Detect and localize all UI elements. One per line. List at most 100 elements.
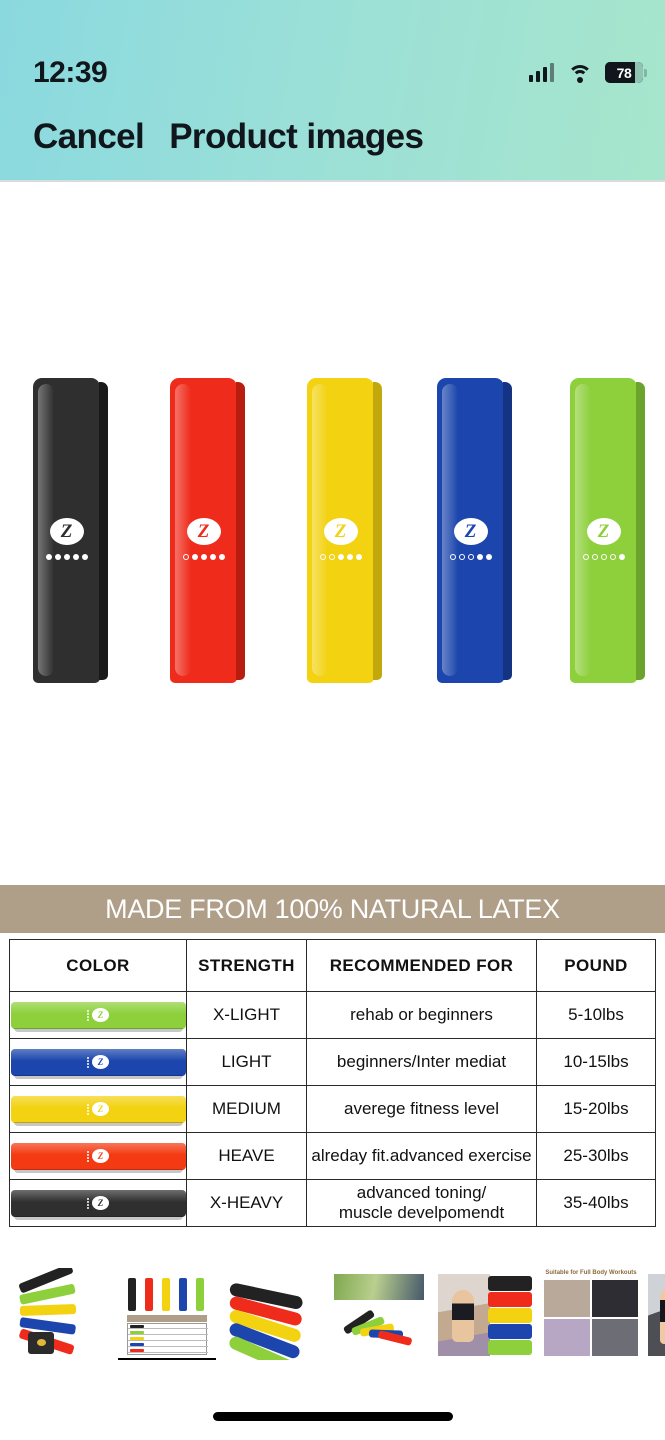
- status-bar: 12:39 78: [0, 28, 665, 89]
- strength-rating-dots: [319, 554, 362, 560]
- mini-table-row: [128, 1324, 208, 1329]
- rating-dot: [87, 1062, 89, 1065]
- mini-latex-banner: [127, 1315, 207, 1322]
- swatch-rating-dots: [87, 1197, 89, 1209]
- battery-level-label: 78: [616, 64, 632, 81]
- table-row: Z HEAVE alreday fit.advanced exercise 25-30…: [9, 1132, 656, 1180]
- rating-dot-filled: [54, 554, 61, 560]
- thumbnail-workout-bands[interactable]: [436, 1268, 534, 1360]
- thumbnail-band-stack[interactable]: [224, 1268, 322, 1360]
- cell-recommended: beginners/Inter mediat: [306, 1038, 537, 1086]
- swatch-shadow: [13, 1027, 183, 1032]
- thumbnail-image: Suitable for Full Body Workouts: [542, 1268, 640, 1360]
- band-graphic: [128, 1278, 136, 1311]
- band-highlight: [175, 384, 191, 676]
- mini-table-row: [128, 1342, 208, 1347]
- collage-cell: [544, 1280, 590, 1317]
- mini-table-row: [128, 1330, 208, 1335]
- rating-dot: [87, 1106, 89, 1109]
- cell-recommended: advanced toning/muscle develpomendt: [306, 1179, 537, 1227]
- table-row: Z X-LIGHT rehab or beginners 5-10lbs: [9, 991, 656, 1039]
- mini-swatch: [130, 1349, 144, 1352]
- thumbnail-bands-fan[interactable]: [12, 1268, 110, 1360]
- strength-rating-dots: [182, 554, 225, 560]
- thumbnail-image: [330, 1268, 428, 1360]
- cancel-button[interactable]: Cancel: [33, 117, 145, 156]
- band-graphic: [488, 1324, 532, 1339]
- rating-dot-filled: [209, 554, 216, 560]
- swatch-highlight: [10, 1048, 186, 1061]
- thumbnail-image: [118, 1268, 216, 1360]
- column-header-pound: POUND: [536, 939, 656, 992]
- band-graphic: [145, 1278, 153, 1311]
- rating-dot: [87, 1109, 89, 1112]
- black-swatch: Z: [10, 1189, 186, 1220]
- column-header-strength: STRENGTH: [186, 939, 307, 992]
- rating-dot: [87, 1103, 89, 1106]
- column-header-recommended: RECOMMENDED FOR: [306, 939, 537, 992]
- brand-logo-icon: Z: [92, 1008, 109, 1022]
- brand-logo-letter: Z: [97, 1150, 104, 1161]
- rating-dot: [87, 1018, 89, 1021]
- swatch-highlight: [10, 1142, 186, 1155]
- band-graphic: [162, 1278, 170, 1311]
- cell-strength: HEAVE: [186, 1132, 307, 1180]
- thumbnail-workout-partial[interactable]: [648, 1268, 665, 1360]
- collage-cell: [592, 1280, 638, 1317]
- brand-logo-icon: Z: [453, 518, 488, 545]
- swatch-shadow: [13, 1074, 183, 1079]
- rating-dot: [87, 1200, 89, 1203]
- rating-dot-empty: [328, 554, 335, 560]
- band-graphic: [488, 1276, 532, 1291]
- red-swatch: Z: [10, 1142, 186, 1173]
- brand-logo-letter: Z: [597, 521, 610, 542]
- brand-logo-letter: Z: [334, 521, 347, 542]
- red-band: Z: [170, 378, 245, 683]
- table-header-row: COLOR STRENGTH RECOMMENDED FOR POUND: [9, 939, 656, 992]
- model-photo: [438, 1274, 490, 1356]
- thumbnail-spec-chart[interactable]: [118, 1268, 216, 1360]
- rating-dot-filled: [191, 554, 198, 560]
- black-band: Z: [33, 378, 108, 683]
- band-graphic: [488, 1340, 532, 1355]
- product-image-viewer[interactable]: Z Z Z Z Z MADE FROM 100% NATURAL LATEX COLOR…: [0, 182, 665, 1262]
- swatch-shadow: [13, 1121, 183, 1126]
- cell-strength: MEDIUM: [186, 1085, 307, 1133]
- brand-logo-icon: Z: [586, 518, 621, 545]
- thumbnail-image: [224, 1268, 322, 1360]
- page-title: Product images: [169, 117, 424, 156]
- rating-dot-filled: [476, 554, 483, 560]
- thumbnail-strip[interactable]: Suitable for Full Body Workouts: [0, 1268, 665, 1368]
- band-side-edge: [236, 382, 245, 680]
- rating-dot: [87, 1156, 89, 1159]
- latex-banner-text: MADE FROM 100% NATURAL LATEX: [105, 893, 560, 924]
- band-side-edge: [99, 382, 108, 680]
- strength-rating-dots: [449, 554, 492, 560]
- brand-logo-icon: Z: [92, 1196, 109, 1210]
- cell-color: Z: [9, 1179, 187, 1227]
- rating-dot-empty: [582, 554, 589, 560]
- swatch-highlight: [10, 1095, 186, 1108]
- band-graphic: [179, 1278, 187, 1311]
- collage-cell: [544, 1319, 590, 1356]
- rating-dot-filled: [81, 554, 88, 560]
- rating-dot: [87, 1012, 89, 1015]
- table-row: Z X-HEAVY advanced toning/muscle develpome…: [9, 1179, 656, 1227]
- band-highlight: [442, 384, 458, 676]
- rating-dot: [87, 1015, 89, 1018]
- rating-dot-filled: [485, 554, 492, 560]
- mini-swatch: [130, 1325, 144, 1328]
- rating-dot-filled: [63, 554, 70, 560]
- band-highlight: [575, 384, 591, 676]
- brand-logo-icon: Z: [92, 1102, 109, 1116]
- rating-dot-filled: [200, 554, 207, 560]
- thumbnail-latex-pile[interactable]: [330, 1268, 428, 1360]
- band-side-edge: [503, 382, 512, 680]
- rating-dot: [87, 1197, 89, 1200]
- thumbnail-full-body-collage[interactable]: Suitable for Full Body Workouts: [542, 1268, 640, 1360]
- cell-pound: 35-40lbs: [536, 1179, 656, 1227]
- brand-logo-icon: Z: [92, 1055, 109, 1069]
- rating-dot: [87, 1009, 89, 1012]
- brand-logo-letter: Z: [197, 521, 210, 542]
- recommended-line-1: advanced toning/: [356, 1182, 487, 1202]
